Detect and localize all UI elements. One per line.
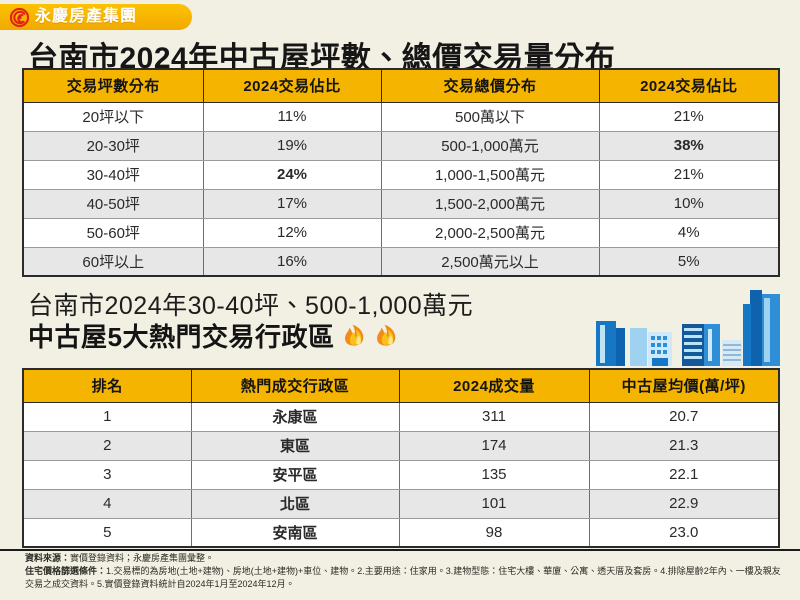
table-row: 20坪以下 11% 500萬以下 21% bbox=[22, 101, 780, 132]
cell-avg-price: 21.3 bbox=[588, 430, 780, 461]
fire-icon bbox=[374, 323, 400, 354]
cell-ping-share: 12% bbox=[202, 217, 382, 248]
table-row: 4 北區 101 22.9 bbox=[22, 488, 780, 519]
cell-price-range: 2,000-2,500萬元 bbox=[380, 217, 600, 248]
section-2-heading: 台南市2024年30-40坪、500-1,000萬元 中古屋5大熱門交易行政區 bbox=[28, 292, 474, 354]
cell-ping-share: 16% bbox=[202, 246, 382, 277]
table-row: 1 永康區 311 20.7 bbox=[22, 401, 780, 432]
col-header-ping-share: 2024交易佔比 bbox=[202, 68, 382, 103]
cell-rank: 2 bbox=[22, 430, 192, 461]
footnote-source-text: 實價登錄資料；永慶房產集團彙整。 bbox=[70, 553, 215, 563]
table-row: 3 安平區 135 22.1 bbox=[22, 459, 780, 490]
cell-avg-price: 22.9 bbox=[588, 488, 780, 519]
cell-volume: 311 bbox=[398, 401, 590, 432]
cell-district: 永康區 bbox=[190, 401, 400, 432]
cell-district: 北區 bbox=[190, 488, 400, 519]
cell-price-range: 1,500-2,000萬元 bbox=[380, 188, 600, 219]
col-header-price-share: 2024交易佔比 bbox=[598, 68, 780, 103]
table-row: 30-40坪 24% 1,000-1,500萬元 21% bbox=[22, 159, 780, 190]
cell-price-share: 4% bbox=[598, 217, 780, 248]
col-header-ping-range: 交易坪數分布 bbox=[22, 68, 204, 103]
brand-logo-text: 永慶房產集團 bbox=[35, 8, 138, 25]
col-header-volume: 2024成交量 bbox=[398, 368, 590, 403]
cell-price-range: 1,000-1,500萬元 bbox=[380, 159, 600, 190]
table-row: 60坪以上 16% 2,500萬元以上 5% bbox=[22, 246, 780, 277]
cell-ping-range: 60坪以上 bbox=[22, 246, 204, 277]
cell-ping-range: 20坪以下 bbox=[22, 101, 204, 132]
cell-price-range: 500-1,000萬元 bbox=[380, 130, 600, 161]
city-buildings-illustration bbox=[592, 288, 792, 366]
cell-volume: 98 bbox=[398, 517, 590, 548]
footnote-criteria-text: 1.交易標的為房地(土地+建物)、房地(土地+建物)+車位、建物。2.主要用途：… bbox=[25, 566, 781, 590]
cell-district: 安平區 bbox=[190, 459, 400, 490]
cell-volume: 135 bbox=[398, 459, 590, 490]
spiral-circle-icon bbox=[9, 7, 30, 27]
section-2-subtitle: 台南市2024年30-40坪、500-1,000萬元 bbox=[28, 292, 474, 320]
cell-avg-price: 23.0 bbox=[588, 517, 780, 548]
cell-price-range: 2,500萬元以上 bbox=[380, 246, 600, 277]
table-header-row: 排名 熱門成交行政區 2024成交量 中古屋均價(萬/坪) bbox=[22, 368, 780, 403]
cell-ping-share: 17% bbox=[202, 188, 382, 219]
footnote-criteria-label: 住宅價格篩選條件： bbox=[25, 566, 107, 577]
cell-price-share: 21% bbox=[598, 159, 780, 190]
footer-divider bbox=[0, 549, 800, 551]
cell-avg-price: 22.1 bbox=[588, 459, 780, 490]
cell-price-share: 5% bbox=[598, 246, 780, 277]
col-header-price-range: 交易總價分布 bbox=[380, 68, 600, 103]
cell-ping-range: 20-30坪 bbox=[22, 130, 204, 161]
cell-district: 安南區 bbox=[190, 517, 400, 548]
table-row: 40-50坪 17% 1,500-2,000萬元 10% bbox=[22, 188, 780, 219]
fire-icon bbox=[342, 323, 368, 354]
cell-ping-range: 30-40坪 bbox=[22, 159, 204, 190]
cell-price-share-highlight: 38% bbox=[598, 130, 780, 161]
cell-rank: 1 bbox=[22, 401, 192, 432]
footnote-source-line: 資料來源：實價登錄資料；永慶房產集團彙整。 bbox=[25, 552, 785, 565]
cell-ping-share: 19% bbox=[202, 130, 382, 161]
table-row: 50-60坪 12% 2,000-2,500萬元 4% bbox=[22, 217, 780, 248]
table-row: 20-30坪 19% 500-1,000萬元 38% bbox=[22, 130, 780, 161]
footnote-source-label: 資料來源： bbox=[25, 553, 71, 563]
cell-ping-share-highlight: 24% bbox=[202, 159, 382, 190]
table-top-districts: 排名 熱門成交行政區 2024成交量 中古屋均價(萬/坪) 1 永康區 311 … bbox=[22, 368, 780, 548]
flame-icon-group bbox=[342, 323, 400, 354]
col-header-avg-price: 中古屋均價(萬/坪) bbox=[588, 368, 780, 403]
table-ping-price-distribution: 交易坪數分布 2024交易佔比 交易總價分布 2024交易佔比 20坪以下 11… bbox=[22, 68, 780, 277]
brand-logo-badge: 永慶房產集團 bbox=[0, 4, 192, 30]
cell-rank: 5 bbox=[22, 517, 192, 548]
cell-avg-price: 20.7 bbox=[588, 401, 780, 432]
section-2-title: 中古屋5大熱門交易行政區 bbox=[28, 322, 335, 352]
section-2-title-row: 中古屋5大熱門交易行政區 bbox=[28, 322, 473, 354]
cell-volume: 101 bbox=[398, 488, 590, 519]
cell-district: 東區 bbox=[190, 430, 400, 461]
table-row: 2 東區 174 21.3 bbox=[22, 430, 780, 461]
table-header-row: 交易坪數分布 2024交易佔比 交易總價分布 2024交易佔比 bbox=[22, 68, 780, 103]
footnote-block: 資料來源：實價登錄資料；永慶房產集團彙整。 住宅價格篩選條件：1.交易標的為房地… bbox=[25, 552, 785, 591]
col-header-district: 熱門成交行政區 bbox=[190, 368, 400, 403]
cell-rank: 4 bbox=[22, 488, 192, 519]
cell-ping-range: 50-60坪 bbox=[22, 217, 204, 248]
col-header-rank: 排名 bbox=[22, 368, 192, 403]
cell-price-share: 10% bbox=[598, 188, 780, 219]
cell-price-range: 500萬以下 bbox=[380, 101, 600, 132]
cell-rank: 3 bbox=[22, 459, 192, 490]
footnote-criteria-line: 住宅價格篩選條件：1.交易標的為房地(土地+建物)、房地(土地+建物)+車位、建… bbox=[25, 565, 785, 591]
table-row: 5 安南區 98 23.0 bbox=[22, 517, 780, 548]
cell-ping-share: 11% bbox=[202, 101, 382, 132]
cell-price-share: 21% bbox=[598, 101, 780, 132]
cell-volume: 174 bbox=[398, 430, 590, 461]
cell-ping-range: 40-50坪 bbox=[22, 188, 204, 219]
